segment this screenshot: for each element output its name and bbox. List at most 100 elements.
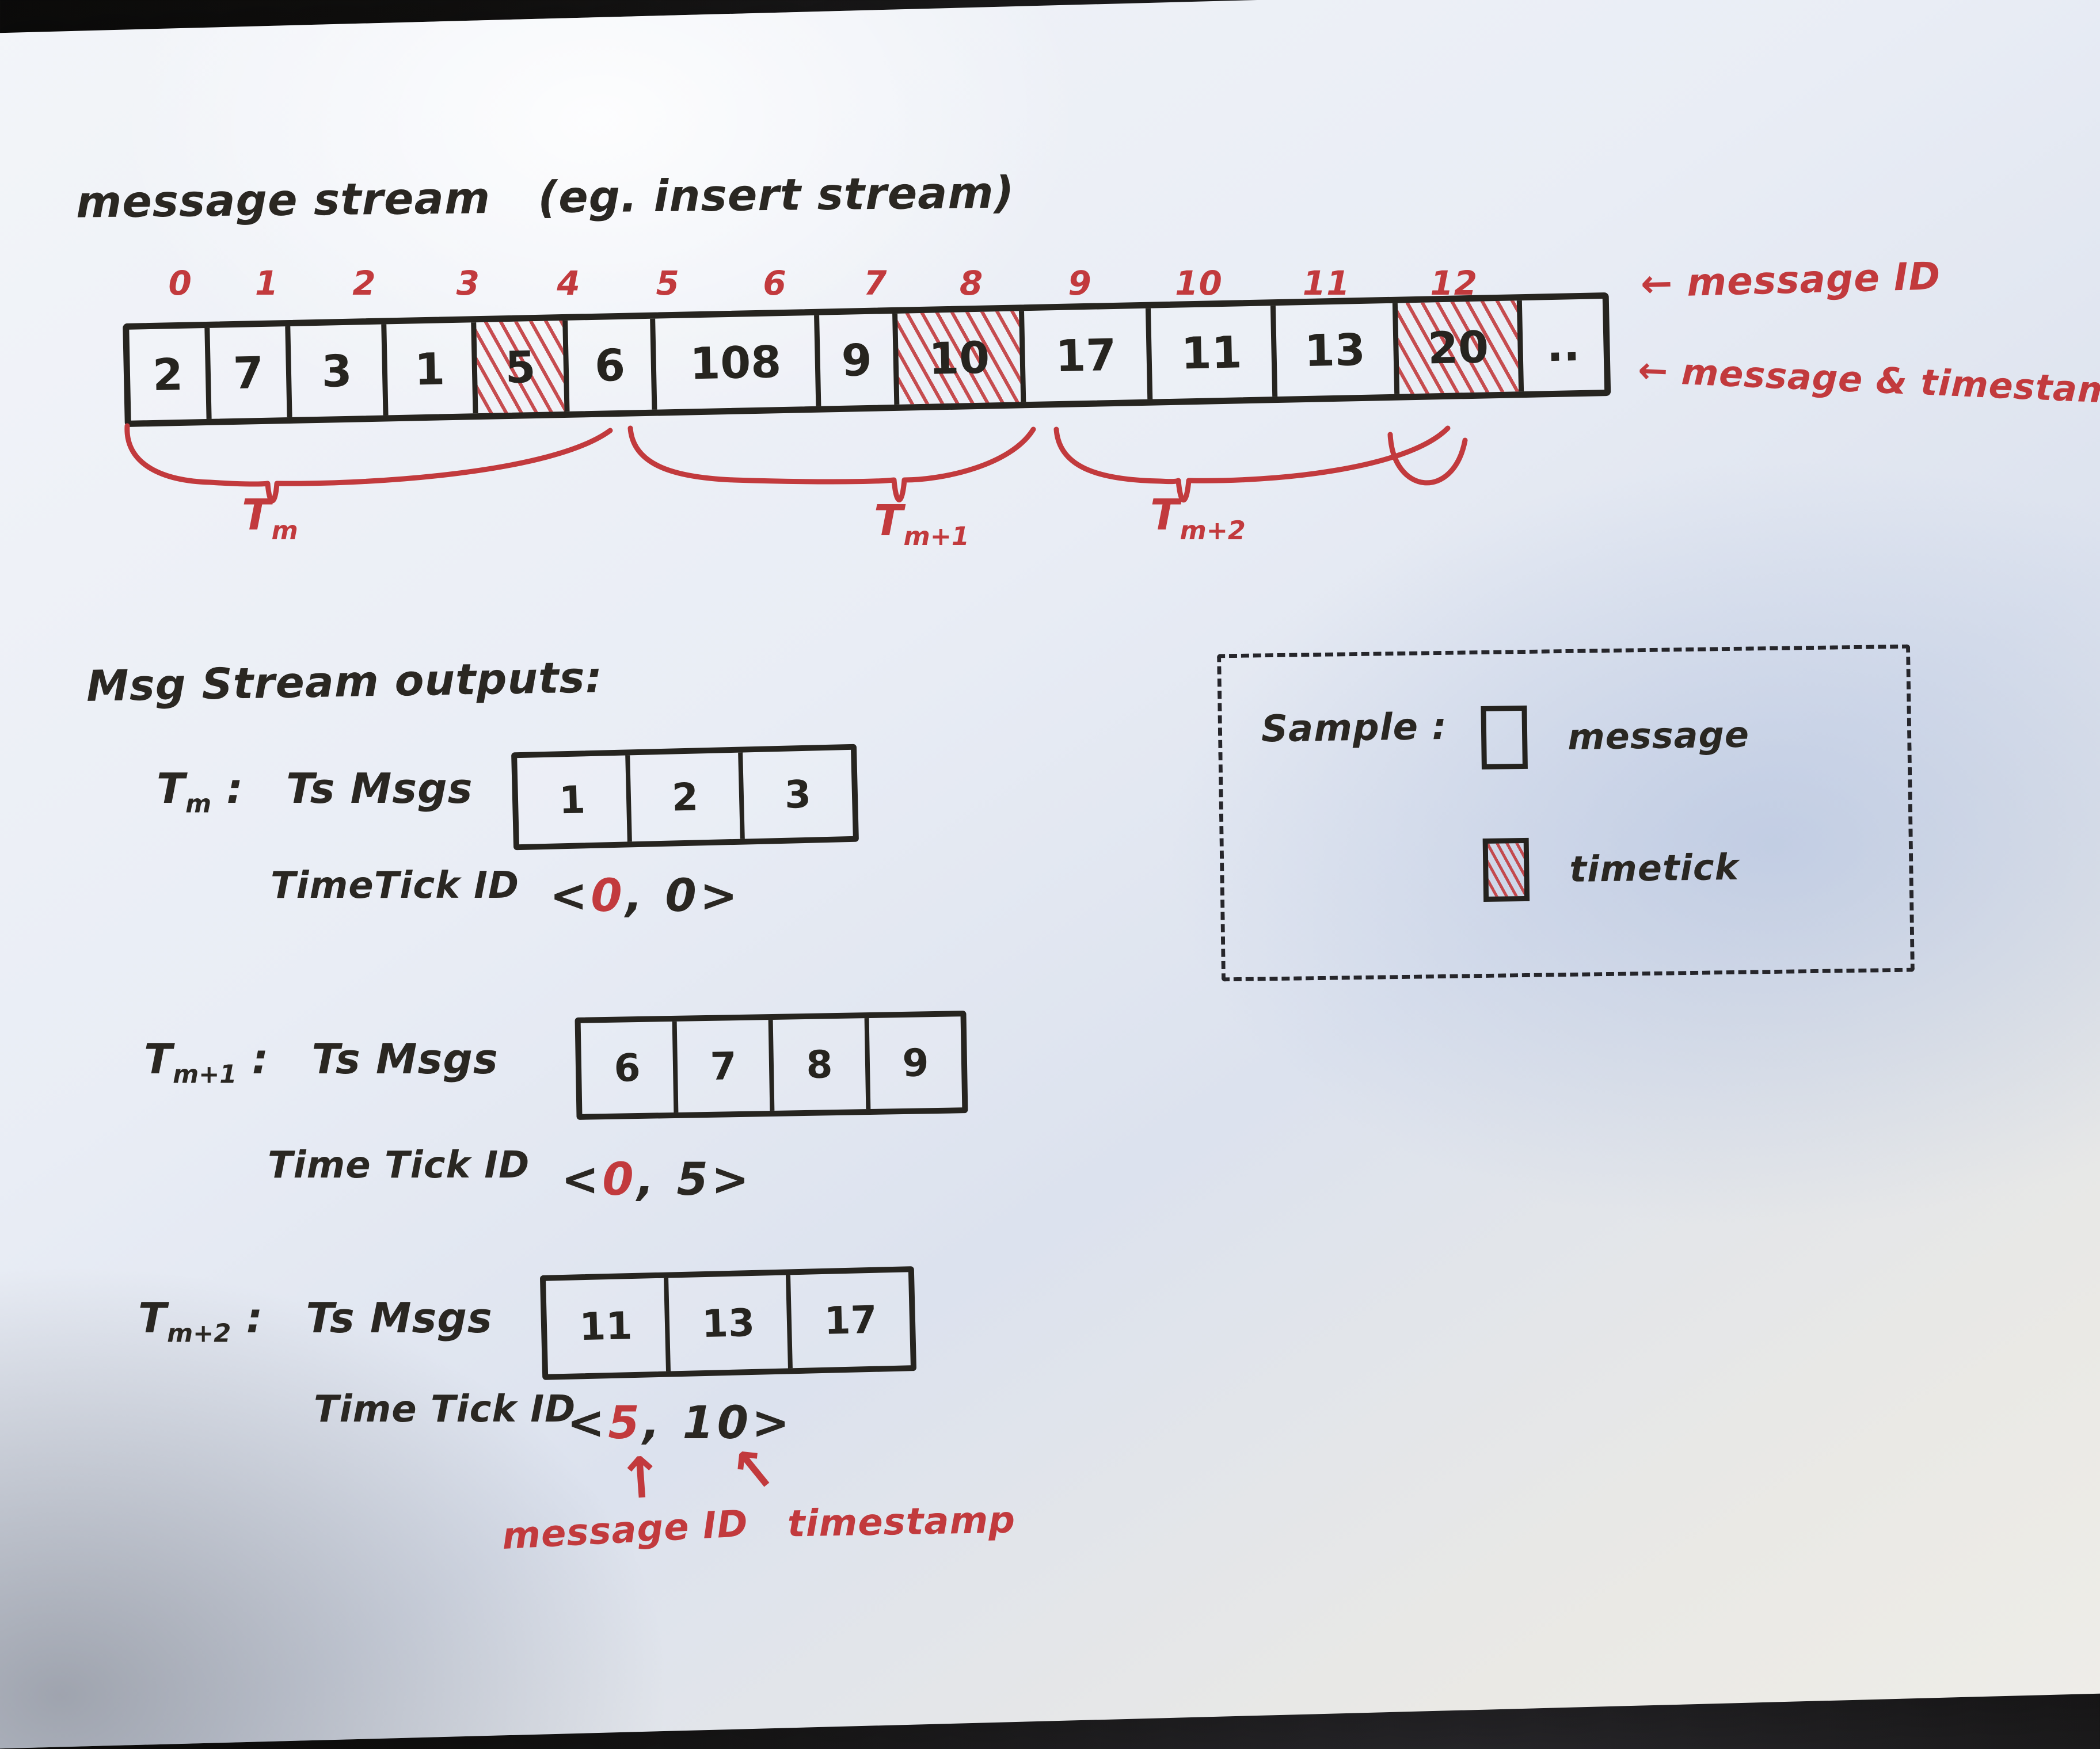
ts-msgs-cell: 9 xyxy=(901,1040,930,1085)
stream-cell: 13 xyxy=(1275,303,1400,397)
ts-msgs-label: Ts Msgs xyxy=(311,1035,499,1083)
label-message-id: ← message ID xyxy=(1640,254,1942,306)
stream-cell-value: 20 xyxy=(1427,321,1489,374)
brace-label-tm1: Tm+1 xyxy=(874,496,969,551)
stream-cell-value: 9 xyxy=(840,334,873,386)
legend-item-label: timetick xyxy=(1569,845,1740,890)
stream-cell-value: 11 xyxy=(1180,326,1243,379)
brace-tm2 xyxy=(1053,425,1451,502)
stream-cell-value: 6 xyxy=(594,339,626,391)
stream-index-value: 3 xyxy=(456,264,480,303)
stream-cell-value: 2 xyxy=(152,348,184,401)
stream-index: 0 xyxy=(137,264,223,303)
annotation-message-id: message ID xyxy=(501,1502,750,1559)
ts-msgs-box-tm: 1 2 3 xyxy=(511,744,859,851)
stream-index: 3 xyxy=(419,264,518,303)
stream-cell-value: 13 xyxy=(1304,323,1366,376)
brace-label-tm: Tm xyxy=(242,490,298,546)
stream-index: 2 xyxy=(310,264,419,303)
stream-cell: 17 xyxy=(1024,308,1153,402)
stream-index: 7 xyxy=(834,264,917,303)
ts-msgs-cell: 7 xyxy=(676,1019,775,1112)
stream-cell: 10 xyxy=(897,311,1026,405)
stream-cell: 108 xyxy=(655,315,821,410)
stream-index: 10 xyxy=(1134,264,1263,303)
sketch-content: message stream (eg. insert stream) 0 1 2… xyxy=(75,166,2100,1559)
stream-index-value: 1 xyxy=(254,264,279,303)
ts-msgs-cell: 11 xyxy=(546,1278,671,1374)
label-message-timestamp: ← message & timestamp xyxy=(1637,348,2100,413)
timetick-value-tm1: <0, 5> xyxy=(561,1154,753,1206)
stream-cell-value: 108 xyxy=(689,336,782,389)
stream-index-row: 0 1 2 3 4 5 6 7 8 9 10 11 12 xyxy=(137,264,1519,303)
stream-index-value: 4 xyxy=(557,264,581,303)
output-row-name-tm2: Tm+2 : Ts Msgs xyxy=(138,1294,493,1348)
stream-cell-value: .. xyxy=(1546,319,1581,371)
output-row-name-tm: Tm : Ts Msgs xyxy=(157,764,473,819)
ts-msgs-cell: 17 xyxy=(823,1297,878,1343)
stream-cell-value: 7 xyxy=(233,346,264,399)
ts-msgs-cell: 3 xyxy=(784,772,812,817)
timetick-label-tm: TimeTick ID xyxy=(271,864,519,907)
stream-cell-value: 3 xyxy=(321,345,353,397)
stream-index-value: 0 xyxy=(168,264,192,303)
stream-cell: 2 xyxy=(129,327,212,421)
stream-cell: 11 xyxy=(1151,306,1277,399)
stream-index-value: 5 xyxy=(656,264,680,303)
ts-msgs-cell: 8 xyxy=(773,1018,871,1111)
stream-index-value: 2 xyxy=(352,264,376,303)
up-left-arrow: ↖ xyxy=(726,1435,781,1506)
stream-cell: .. xyxy=(1522,299,1604,391)
timetick-label-tm2: Time Tick ID xyxy=(314,1388,576,1431)
annotation-timestamp: timestamp xyxy=(787,1499,1016,1546)
stream-cell-value: 5 xyxy=(504,341,537,393)
stream-cell: 7 xyxy=(210,326,292,419)
brace-arc-right xyxy=(1387,432,1468,486)
timetick-value-tm: <0, 0> xyxy=(550,870,741,922)
legend-item: message xyxy=(1481,703,1750,770)
stream-index-value: 12 xyxy=(1430,264,1478,303)
stream-index-value: 7 xyxy=(863,264,888,303)
stream-cell: 1 xyxy=(386,322,478,416)
stream-cell: 5 xyxy=(476,320,570,414)
stream-index: 4 xyxy=(518,264,620,303)
ts-msgs-label: Ts Msgs xyxy=(306,1294,493,1342)
stream-index: 1 xyxy=(223,264,310,303)
brace-label-tm2: Tm+2 xyxy=(1150,490,1246,546)
stream-index-value: 11 xyxy=(1302,264,1350,303)
legend-box: Sample : message timetick xyxy=(1217,644,1915,982)
brace-tm xyxy=(124,423,613,504)
legend-title: Sample : xyxy=(1261,705,1448,751)
output-row-name-tm1: Tm+1 : Ts Msgs xyxy=(144,1035,499,1089)
stream-index: 12 xyxy=(1390,264,1519,303)
stream-cell: 6 xyxy=(568,318,657,411)
stream-cell-value: 1 xyxy=(414,342,446,395)
stream-index: 9 xyxy=(1026,264,1134,303)
timetick-label-tm1: Time Tick ID xyxy=(268,1144,530,1187)
stream-index: 11 xyxy=(1264,264,1390,303)
ts-msgs-cell: 2 xyxy=(630,752,745,842)
stream-cell-value: 10 xyxy=(928,331,991,384)
legend-items: message timetick xyxy=(1481,703,1751,902)
braces-svg xyxy=(124,423,1468,504)
stream-index-value: 10 xyxy=(1175,264,1223,303)
stream-index: 5 xyxy=(620,264,716,303)
legend-swatch xyxy=(1482,837,1530,902)
ts-msgs-label: Ts Msgs xyxy=(286,764,473,813)
stream-index: 6 xyxy=(716,264,834,303)
ts-msgs-cell: 6 xyxy=(580,1021,679,1114)
message-stream-array: 2 7 3 1 5 6 108 9 10 17 11 13 20 .. xyxy=(123,292,1611,427)
legend-item-label: message xyxy=(1567,713,1750,758)
ts-msgs-cell: 1 xyxy=(517,755,632,845)
ts-msgs-cell: 13 xyxy=(668,1275,793,1371)
stream-index: 8 xyxy=(917,264,1025,303)
legend-item: timetick xyxy=(1482,835,1752,902)
stream-cell-value: 17 xyxy=(1055,329,1117,382)
stream-cell: 9 xyxy=(819,313,900,406)
brace-tm1 xyxy=(627,425,1036,502)
stream-index-value: 9 xyxy=(1068,264,1092,303)
stream-cell: 20 xyxy=(1397,300,1524,394)
stream-index-value: 6 xyxy=(763,264,787,303)
timetick-value-tm2: <5, 10> xyxy=(567,1397,793,1449)
page-title: message stream (eg. insert stream) xyxy=(75,166,1015,228)
